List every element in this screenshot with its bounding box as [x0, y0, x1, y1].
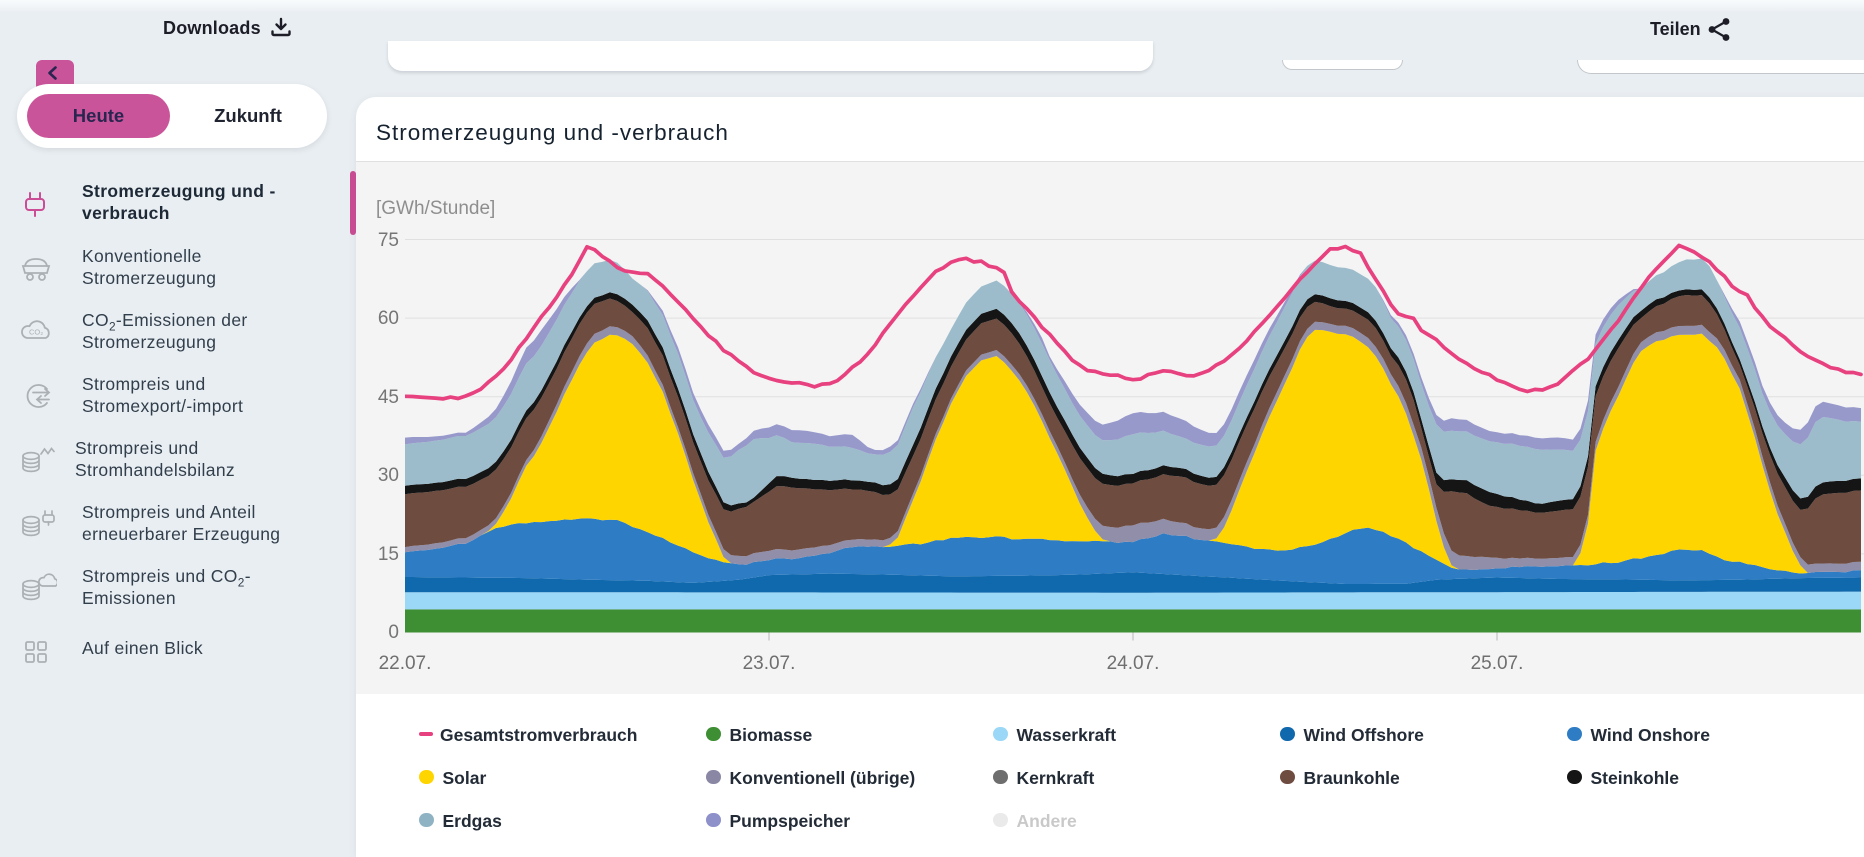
svg-text:CO₂: CO₂	[29, 328, 43, 337]
